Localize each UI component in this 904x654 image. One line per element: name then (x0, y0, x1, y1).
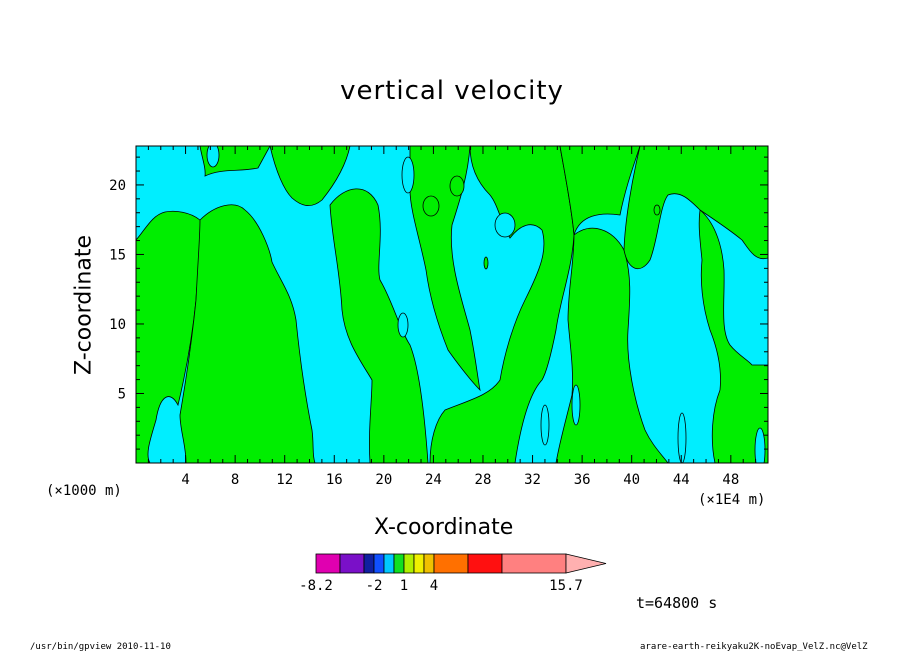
downdraft-cell (494, 212, 516, 238)
downdraft-cell (401, 156, 415, 194)
y-tick-label: 10 (109, 317, 126, 333)
updraft-cell (449, 175, 465, 197)
x-tick-label: 20 (375, 472, 392, 488)
updraft-region (329, 188, 429, 463)
downdraft-cell (397, 312, 409, 338)
updraft-region (555, 227, 669, 463)
downdraft-cell (677, 412, 687, 463)
colorbar-swatch (393, 553, 405, 574)
colorbar-swatch (383, 553, 395, 574)
x-tick-label: 40 (623, 472, 640, 488)
updraft-region (179, 204, 316, 463)
x-tick-label: 48 (722, 472, 739, 488)
downdraft-cell (571, 384, 581, 426)
time-label: t=64800 s (636, 594, 718, 612)
y-tick-label: 15 (109, 247, 126, 263)
colorbar-swatch (363, 553, 375, 574)
x-tick-label: 32 (524, 472, 541, 488)
colorbar-swatch (433, 553, 469, 574)
x-unit-right-label: (×1E4 m) (698, 492, 766, 508)
colorbar-swatch (339, 553, 365, 574)
x-tick-label: 4 (181, 472, 189, 488)
colorbar-swatch (501, 553, 567, 574)
x-tick-label: 12 (276, 472, 293, 488)
updraft-cell (653, 204, 661, 216)
colorbar-swatch (403, 553, 415, 574)
colorbar-swatch (315, 553, 341, 574)
updraft-region (136, 146, 271, 177)
x-unit-left-label: (×1000 m) (46, 483, 122, 499)
colorbar: -8.2 -2 1 4 15.7 (299, 553, 607, 594)
x-tick-label: 44 (673, 472, 690, 488)
x-tick-label: 16 (326, 472, 343, 488)
x-tick-label: 8 (231, 472, 239, 488)
colorbar-arrow (565, 553, 607, 574)
velocity-field (136, 146, 768, 463)
colorbar-tick-label: 4 (430, 578, 438, 594)
updraft-region (559, 146, 641, 236)
updraft-region (269, 146, 351, 207)
x-axis-label: X-coordinate (374, 515, 514, 540)
downdraft-cell (540, 404, 550, 446)
x-tick-label: 28 (475, 472, 492, 488)
colorbar-swatch (467, 553, 503, 574)
updraft-region (623, 146, 768, 270)
y-axis-label: Z-coordinate (71, 235, 97, 375)
colorbar-tick-label: -2 (366, 578, 383, 594)
footer-program-date: /usr/bin/gpview 2010-11-10 (30, 642, 171, 652)
colorbar-swatch (413, 553, 425, 574)
colorbar-tick-label: 1 (400, 578, 408, 594)
updraft-cell (483, 256, 489, 270)
x-tick-label: 36 (574, 472, 591, 488)
y-tick-label: 5 (118, 386, 126, 402)
colorbar-swatch (423, 553, 435, 574)
chart-title: vertical velocity (340, 76, 564, 106)
updraft-region (698, 209, 768, 463)
updraft-region (429, 146, 575, 463)
x-tick-label: 24 (425, 472, 442, 488)
colorbar-tick-label: -8.2 (299, 578, 333, 594)
downdraft-cell (754, 427, 766, 463)
colorbar-swatch (373, 553, 385, 574)
y-tick-label: 20 (109, 178, 126, 194)
updraft-cell (422, 195, 440, 217)
downdraft-cell (206, 146, 220, 168)
colorbar-tick-label: 15.7 (549, 578, 583, 594)
footer-filename: arare-earth-reikyaku2K-noEvap_VelZ.nc@Ve… (640, 642, 868, 652)
plot-frame (135, 145, 769, 464)
